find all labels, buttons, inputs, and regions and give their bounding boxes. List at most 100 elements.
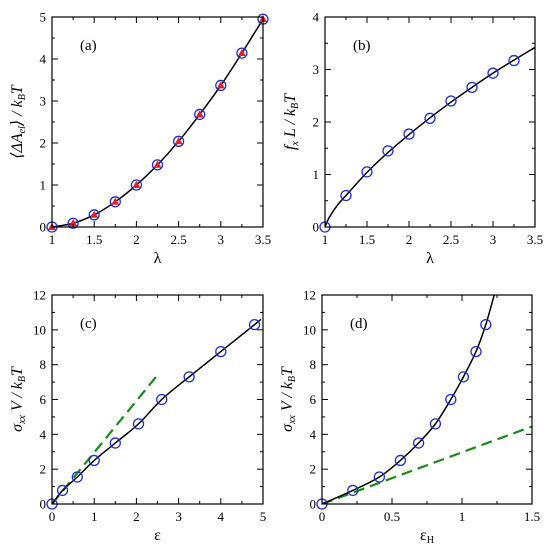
x-tick-label: 1.5 [86, 232, 102, 247]
panel-label: (a) [80, 38, 97, 54]
x-axis-label: λ [426, 250, 434, 267]
x-axis-label: ε [154, 527, 161, 544]
y-tick-label: 2 [310, 462, 317, 477]
data-point [248, 318, 261, 331]
y-tick-label: 4 [313, 10, 320, 25]
label-part: ⟨ΔA [9, 133, 26, 159]
x-tick-label: 3.5 [527, 232, 543, 247]
y-tick-label: 0 [40, 220, 47, 235]
x-axis-label: λ [154, 250, 162, 267]
data-point-triangle [216, 81, 225, 89]
dashed-reference-line [52, 374, 159, 504]
label-part: V / k [279, 381, 296, 415]
x-tick-label: 1 [91, 509, 98, 524]
y-axis-label: σxx V / kBT [9, 366, 28, 432]
y-tick-label: 3 [313, 62, 320, 77]
label-part: T [9, 84, 26, 94]
y-tick-label: 6 [40, 392, 47, 407]
y-tick-label: 4 [40, 427, 47, 442]
data-point [340, 189, 352, 202]
y-tick-label: 12 [303, 288, 316, 303]
y-tick-label: 6 [310, 392, 317, 407]
y-tick-label: 1 [40, 178, 47, 193]
y-tick-label: 4 [310, 427, 317, 442]
data-point-triangle [69, 219, 78, 227]
data-point [236, 47, 248, 59]
data-point [508, 54, 520, 67]
y-tick-label: 2 [313, 115, 320, 130]
label-subscript: x [290, 141, 301, 147]
data-point [215, 79, 227, 92]
label-part: ⟩ / k [9, 99, 26, 127]
y-tick-label: 10 [33, 322, 46, 337]
data-point-triangle [195, 110, 204, 118]
y-tick-label: 1 [313, 167, 320, 182]
y-tick-label: 8 [40, 357, 47, 372]
label-subscript: xx [287, 415, 298, 425]
x-tick-label: 1.5 [359, 232, 375, 247]
data-point [71, 471, 83, 483]
x-tick-label: 3 [218, 232, 225, 247]
data-point [151, 159, 164, 171]
data-point [347, 484, 359, 497]
data-point [172, 135, 185, 147]
label-subscript: B [287, 376, 298, 382]
x-tick-label: 2.5 [170, 232, 186, 247]
data-point [109, 196, 121, 208]
data-point-triangle [237, 48, 246, 57]
data-point-triangle [132, 180, 141, 188]
label-part: σ [279, 423, 296, 432]
data-point [88, 209, 100, 221]
data-point-triangle [174, 137, 183, 145]
data-point [457, 371, 470, 383]
x-tick-label: 4 [218, 509, 225, 524]
x-tick-label: 1 [49, 232, 56, 247]
y-tick-label: 4 [40, 52, 47, 67]
label-part: V / k [9, 381, 26, 415]
data-point [361, 166, 373, 178]
y-tick-label: 2 [40, 136, 47, 151]
data-point [183, 371, 195, 383]
panel-label: (b) [353, 38, 371, 54]
y-tick-label: 0 [40, 497, 47, 512]
label-subscript: H [427, 535, 434, 546]
x-tick-label: 2.5 [443, 232, 459, 247]
x-tick-label: 0.5 [384, 509, 400, 524]
label-part: T [279, 366, 296, 376]
data-point [382, 145, 394, 157]
y-tick-label: 2 [40, 462, 47, 477]
label-part: ε [420, 527, 427, 544]
label-subscript: B [290, 103, 301, 109]
data-point [194, 108, 206, 121]
x-tick-label: 3.5 [255, 232, 271, 247]
panel-label: (c) [80, 316, 97, 332]
data-point [56, 484, 69, 497]
x-tick-label: 2 [133, 509, 140, 524]
y-tick-label: 3 [40, 94, 47, 109]
y-tick-label: 12 [33, 288, 46, 303]
data-point-triangle [111, 197, 120, 205]
x-tick-label: 5 [260, 509, 267, 524]
data-point [445, 393, 457, 406]
data-point-triangle [90, 210, 99, 218]
label-subscript: xx [17, 415, 28, 425]
dashed-reference-line [322, 425, 532, 504]
fit-curve [52, 318, 262, 504]
data-point [215, 345, 227, 358]
label-subscript: B [17, 94, 28, 100]
fit-curve [322, 295, 495, 504]
y-tick-label: 0 [313, 220, 320, 235]
y-axis-label: fx L / kBT [282, 93, 301, 150]
data-point [412, 437, 425, 449]
x-axis-label: εH [420, 527, 434, 546]
x-tick-label: 0 [319, 509, 326, 524]
y-tick-label: 0 [310, 497, 317, 512]
data-point [424, 112, 436, 124]
panel-label: (d) [350, 316, 368, 332]
data-point [445, 95, 457, 107]
data-point [466, 81, 478, 93]
fit-curve [325, 46, 535, 227]
